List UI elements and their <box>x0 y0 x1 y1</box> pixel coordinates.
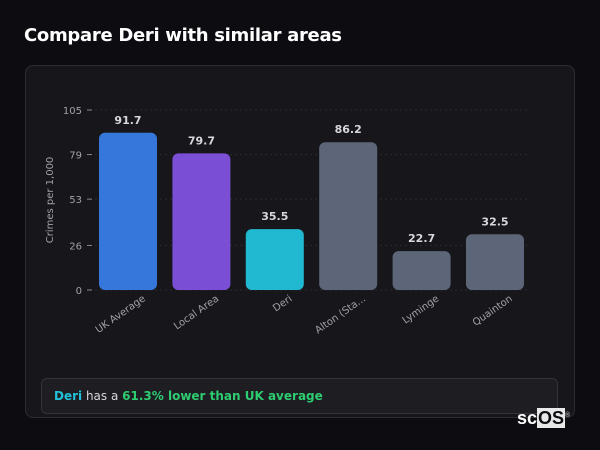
bar-local-area <box>172 153 231 290</box>
summary-text: has a <box>82 389 123 403</box>
y-tick-label: 0 <box>76 286 82 297</box>
data-label: 32.5 <box>481 215 508 228</box>
comparison-highlight: 61.3% lower than UK average <box>122 389 323 403</box>
x-tick-label: Lyminge <box>401 293 442 326</box>
y-axis-label: Crimes per 1,000 <box>45 157 56 244</box>
page-title: Compare Deri with similar areas <box>24 25 342 46</box>
y-tick-label: 105 <box>63 106 82 117</box>
data-label: 86.2 <box>335 123 362 136</box>
x-tick-label: Quainton <box>471 293 515 328</box>
bar-quainton <box>466 234 524 290</box>
bar-lyminge <box>392 251 451 290</box>
x-tick-label: Local Area <box>172 293 221 332</box>
bar-deri <box>245 229 304 290</box>
bar-uk-average <box>99 132 157 290</box>
y-tick-label: 26 <box>69 241 82 252</box>
x-tick-label: Deri <box>271 293 294 314</box>
y-tick-label: 79 <box>69 151 82 162</box>
area-name: Deri <box>54 389 83 403</box>
comparison-summary: Deri has a 61.3% lower than UK average <box>41 378 558 414</box>
data-label: 22.7 <box>408 232 435 245</box>
y-tick-label: 53 <box>69 195 82 206</box>
data-label: 91.7 <box>114 114 141 127</box>
x-tick-label: UK Average <box>94 293 148 335</box>
scos-logo: scOS® <box>517 408 571 428</box>
data-label: 79.7 <box>188 134 215 147</box>
x-tick-label: Alton (Sta... <box>313 293 368 336</box>
bar-alton-sta- <box>319 142 378 290</box>
data-label: 35.5 <box>261 210 288 223</box>
